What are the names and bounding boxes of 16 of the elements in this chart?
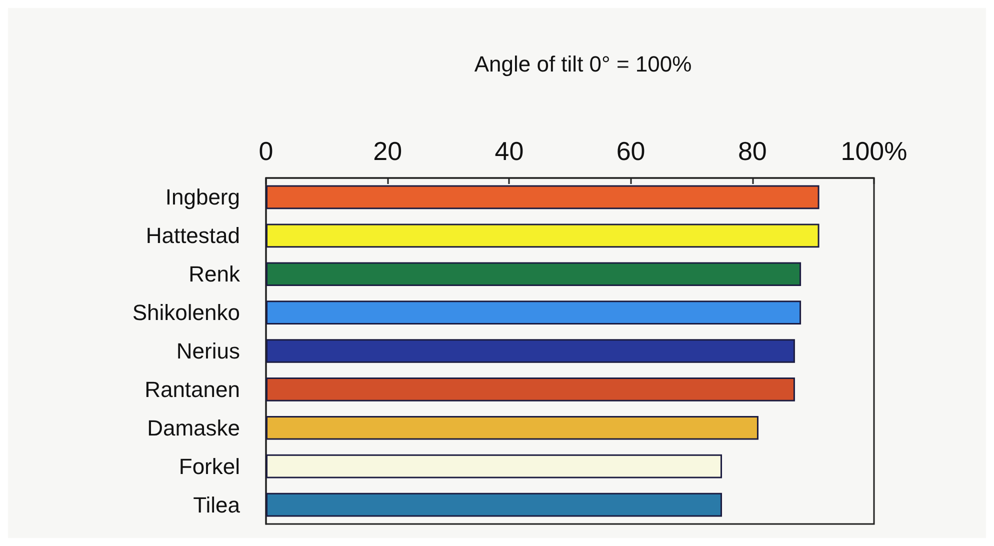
- y-tick-label: Damaske: [147, 415, 240, 440]
- y-tick-label: Forkel: [178, 454, 240, 479]
- y-tick-label: Hattestad: [146, 223, 240, 248]
- x-tick-label: 0: [258, 136, 274, 166]
- y-tick-label: Tilea: [193, 492, 241, 518]
- y-tick-label: Ingberg: [165, 184, 240, 210]
- y-tick-label: Nerius: [176, 338, 240, 364]
- x-tick-label: 60: [616, 136, 646, 166]
- x-tick-label: 40: [494, 136, 524, 166]
- y-tick-label: Rantanen: [144, 376, 240, 402]
- x-tick-label: 100%: [840, 136, 908, 166]
- x-tick-label: 80: [738, 136, 767, 166]
- x-tick-label: 20: [373, 136, 402, 166]
- chart-title: Angle of tilt 0° = 100%: [474, 52, 692, 76]
- y-tick-label: Renk: [188, 262, 241, 287]
- y-tick-label: Shikolenko: [132, 300, 240, 326]
